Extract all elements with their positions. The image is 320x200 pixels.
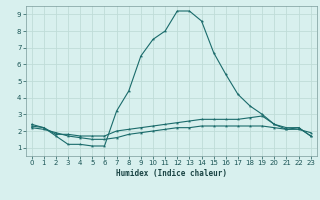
X-axis label: Humidex (Indice chaleur): Humidex (Indice chaleur) <box>116 169 227 178</box>
